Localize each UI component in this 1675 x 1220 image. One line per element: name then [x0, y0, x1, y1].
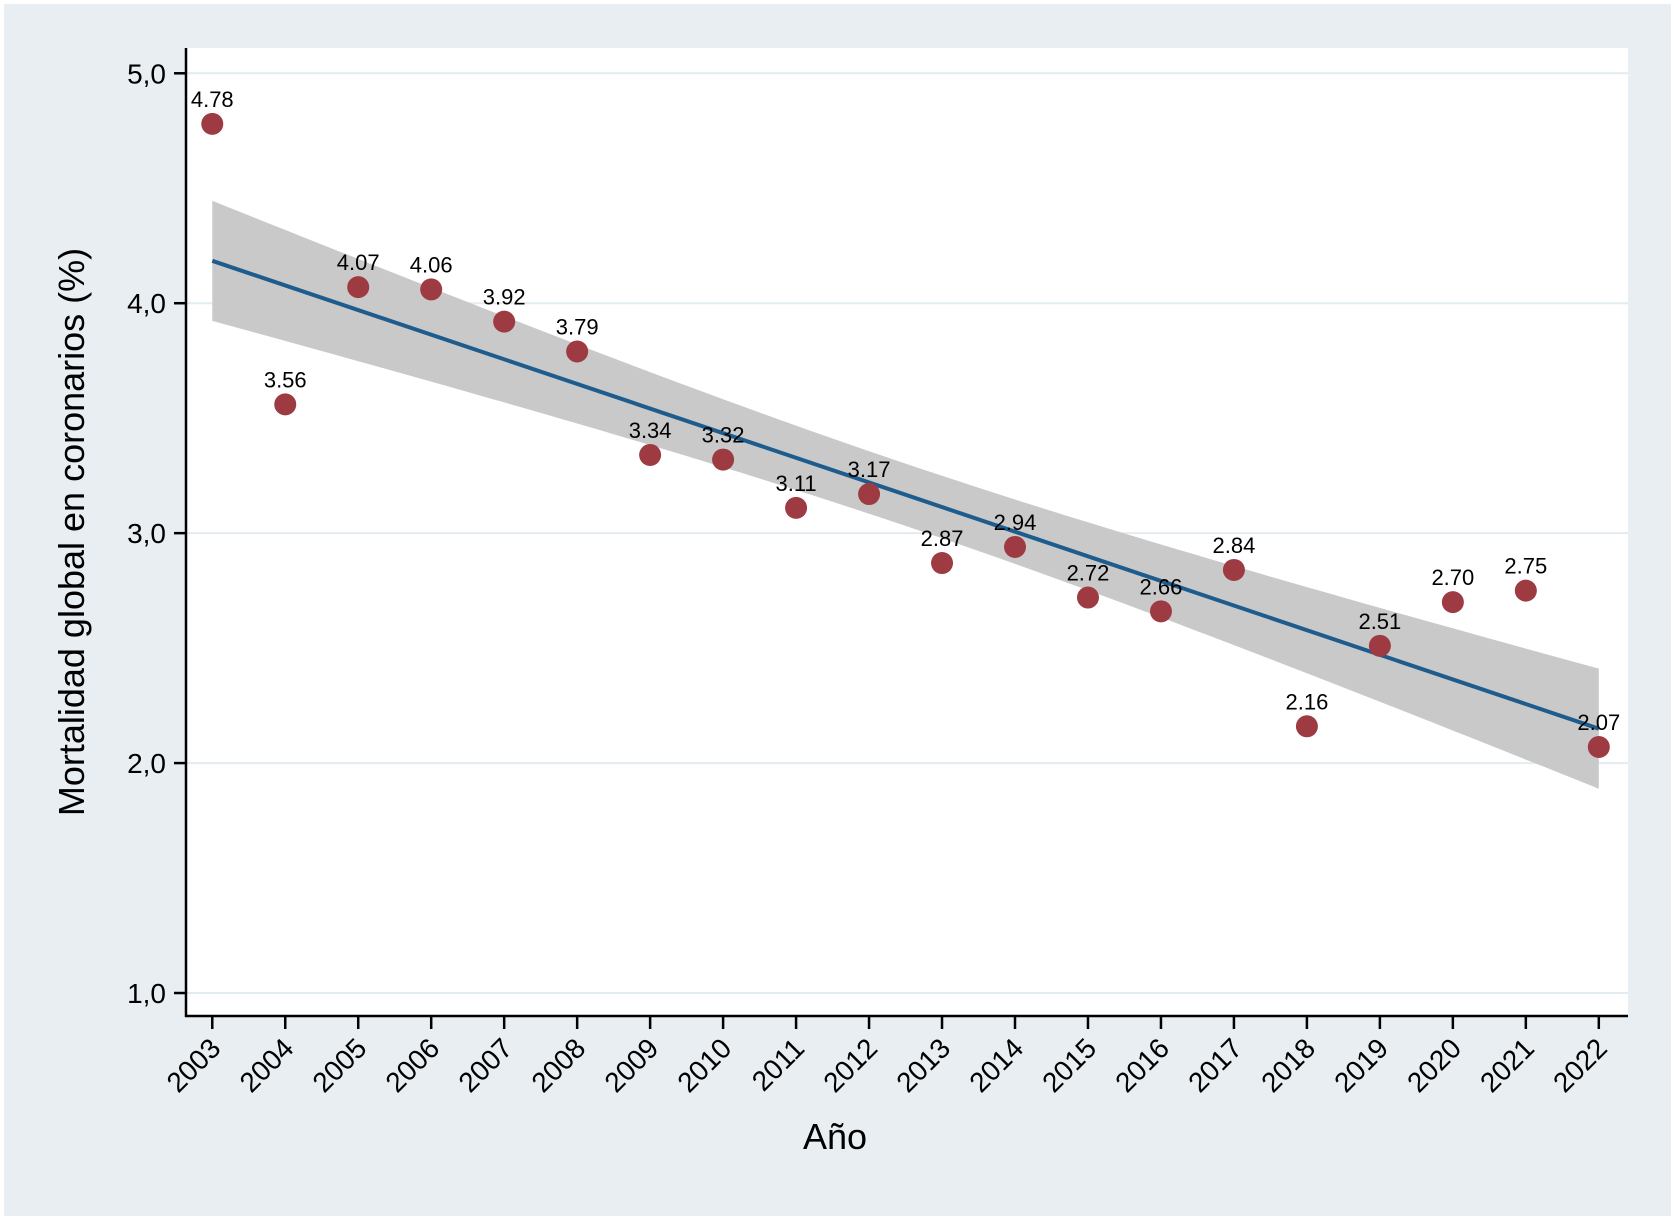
data-point-label: 2.87: [921, 526, 964, 551]
data-point: [1368, 634, 1391, 657]
data-point: [785, 496, 808, 519]
data-point: [1514, 579, 1537, 602]
x-tick-label: 2009: [598, 1032, 664, 1098]
x-tick-label: 2013: [890, 1032, 956, 1098]
x-tick-label: 2006: [379, 1032, 445, 1098]
data-point: [566, 340, 589, 363]
data-point-label: 4.06: [410, 252, 453, 277]
data-point: [1222, 558, 1245, 581]
x-tick-label: 2019: [1328, 1032, 1394, 1098]
y-tick-label: 3,0: [127, 518, 166, 549]
data-point-label: 4.78: [191, 87, 234, 112]
x-tick-label: 2022: [1547, 1032, 1613, 1098]
data-point-label: 4.07: [337, 250, 380, 275]
data-point: [639, 443, 662, 466]
x-tick-label: 2017: [1182, 1032, 1248, 1098]
x-tick-label: 2007: [452, 1032, 518, 1098]
x-tick-label: 2016: [1109, 1032, 1175, 1098]
y-tick-label: 5,0: [127, 58, 166, 89]
y-axis-title: Mortalidad global en coronarios (%): [51, 247, 92, 817]
x-tick-label: 2003: [161, 1032, 227, 1098]
data-point: [858, 483, 881, 506]
data-point: [201, 112, 224, 135]
data-point-label: 3.92: [483, 285, 526, 310]
x-tick-label: 2018: [1255, 1032, 1321, 1098]
x-tick-label: 2014: [963, 1032, 1029, 1098]
data-point: [1295, 715, 1318, 738]
data-point-label: 3.79: [556, 315, 599, 340]
data-point-label: 2.66: [1140, 574, 1183, 599]
data-point: [1149, 600, 1172, 623]
data-point: [274, 393, 297, 416]
x-tick-label: 2010: [671, 1032, 737, 1098]
data-point: [712, 448, 735, 471]
data-point-label: 3.56: [264, 367, 307, 392]
data-point: [1587, 735, 1610, 758]
data-point-label: 2.72: [1067, 561, 1110, 586]
x-axis-title: Año: [802, 1116, 868, 1157]
data-point-label: 3.34: [629, 418, 672, 443]
data-point-label: 3.17: [848, 457, 891, 482]
data-point-label: 2.94: [994, 510, 1037, 535]
data-point: [347, 276, 370, 299]
y-tick-label: 2,0: [127, 748, 166, 779]
x-tick-label: 2015: [1036, 1032, 1102, 1098]
data-point-label: 2.70: [1431, 565, 1474, 590]
data-point-label: 3.11: [775, 471, 816, 496]
data-point: [931, 552, 954, 575]
data-point: [1441, 591, 1464, 614]
x-tick-label: 2008: [525, 1032, 591, 1098]
data-point: [1076, 586, 1099, 609]
y-tick-label: 4,0: [127, 288, 166, 319]
data-point: [420, 278, 443, 301]
x-tick-label: 2005: [306, 1032, 372, 1098]
fit-line: [211, 258, 1600, 731]
data-point: [493, 310, 516, 333]
x-tick-label: 2012: [817, 1032, 883, 1098]
x-tick-label: 2011: [746, 1032, 811, 1097]
plot-area: [186, 48, 1628, 1016]
data-point: [1004, 535, 1027, 558]
data-point-label: 2.51: [1358, 609, 1401, 634]
data-point-label: 2.84: [1213, 533, 1256, 558]
y-tick-label: 1,0: [127, 978, 166, 1009]
x-tick-label: 2004: [234, 1032, 300, 1098]
data-point-label: 2.75: [1504, 554, 1547, 579]
x-tick-label: 2021: [1474, 1032, 1540, 1098]
data-point-label: 2.07: [1577, 710, 1620, 735]
x-tick-label: 2020: [1401, 1032, 1467, 1098]
data-point-label: 2.16: [1285, 689, 1328, 714]
data-point-label: 3.32: [702, 423, 745, 448]
